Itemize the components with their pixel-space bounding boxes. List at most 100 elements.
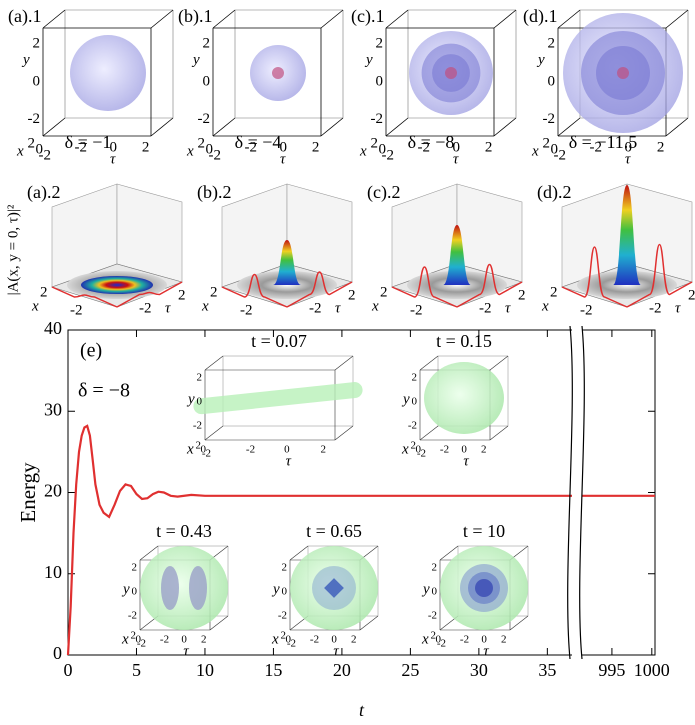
x-tick-label: 0 bbox=[64, 660, 73, 680]
x-tick-label: -2 bbox=[554, 147, 567, 163]
inset-title: t = 0.65 bbox=[306, 521, 362, 541]
y-tick-label: 0 bbox=[432, 586, 438, 598]
y-axis-label: Energy bbox=[16, 462, 40, 523]
peak bbox=[443, 225, 471, 285]
x-tick-label: 5 bbox=[132, 660, 141, 680]
y-tick-label: -2 bbox=[128, 610, 137, 622]
x-tick-label: -2 bbox=[580, 302, 593, 318]
tau-tick-label: -2 bbox=[479, 300, 492, 316]
soliton-cloud bbox=[424, 362, 504, 434]
x-tick-label: 2 bbox=[131, 630, 137, 642]
y-tick-label: 40 bbox=[44, 318, 62, 338]
x-tick-label: 0 bbox=[136, 634, 142, 646]
y-tick-label: 20 bbox=[44, 481, 62, 501]
tau-tick-label: -2 bbox=[310, 634, 319, 646]
x-axis-label: x bbox=[359, 143, 367, 159]
x-tick-label: 2 bbox=[28, 135, 36, 151]
y-tick-label: 2 bbox=[282, 562, 288, 574]
tau-tick-label: 2 bbox=[518, 287, 526, 303]
core bbox=[445, 67, 457, 79]
y-tick-label: 0 bbox=[376, 73, 384, 89]
frame-line bbox=[665, 117, 689, 137]
frame-line bbox=[150, 9, 174, 29]
delta-label: δ = −8 bbox=[408, 132, 455, 152]
y-tick-label: -2 bbox=[198, 111, 211, 127]
tau-tick-label: 2 bbox=[312, 139, 320, 155]
x-tick-label: 0 bbox=[206, 141, 214, 157]
y-axis-label: y bbox=[21, 52, 30, 68]
x-tick-label: -2 bbox=[382, 147, 395, 163]
frame-line bbox=[334, 425, 354, 441]
y-tick-label: 2 bbox=[132, 562, 138, 574]
tau-tick-label: 0 bbox=[461, 444, 467, 456]
tau-axis-label: τ bbox=[335, 300, 341, 316]
tau-tick-label: 0 bbox=[109, 139, 117, 155]
x-tick-label: 2 bbox=[371, 135, 379, 151]
x-tick-label: 2 bbox=[40, 284, 48, 300]
panel-label: (c).1 bbox=[351, 6, 384, 27]
tau-tick-label: 2 bbox=[501, 634, 507, 646]
tau-tick-label: -2 bbox=[139, 300, 152, 316]
x-tick-label: 25 bbox=[401, 660, 419, 680]
tau-axis-label: τ bbox=[675, 300, 681, 316]
tau-tick-label: 2 bbox=[485, 139, 493, 155]
panel-label: (d).1 bbox=[523, 6, 558, 27]
x-axis-label: x bbox=[186, 143, 194, 159]
soliton-cloud bbox=[140, 546, 228, 630]
frame-line bbox=[359, 615, 379, 631]
x-tick-label: 1000 bbox=[634, 660, 670, 680]
soliton-sphere bbox=[70, 35, 146, 111]
frame-line bbox=[204, 425, 224, 441]
x-tick-label: 2 bbox=[198, 135, 206, 151]
y-axis-label: y bbox=[421, 581, 430, 597]
peak bbox=[273, 240, 301, 285]
tau-axis-label: τ bbox=[183, 643, 189, 659]
y-tick-label: -2 bbox=[278, 610, 287, 622]
tau-tick-label: -2 bbox=[75, 139, 88, 155]
core bbox=[617, 67, 629, 79]
y-tick-label: 0 bbox=[282, 586, 288, 598]
y-tick-label: 2 bbox=[376, 36, 384, 52]
frame-line bbox=[489, 355, 509, 371]
delta-label: δ = −4 bbox=[235, 132, 282, 152]
panel-label: (d).2 bbox=[537, 182, 572, 203]
tau-tick-label: -2 bbox=[246, 444, 255, 456]
y-tick-label: 2 bbox=[432, 562, 438, 574]
axis-break-gap bbox=[572, 328, 582, 657]
panel-label: (b).2 bbox=[197, 182, 232, 203]
x-tick-label: -2 bbox=[202, 448, 211, 460]
tau-tick-label: -2 bbox=[649, 300, 662, 316]
frame-line bbox=[42, 117, 66, 137]
panel-label: (c).2 bbox=[367, 182, 400, 203]
tau-tick-label: -2 bbox=[309, 300, 322, 316]
y-axis-label: y bbox=[364, 52, 373, 68]
x-tick-label: 0 bbox=[379, 141, 387, 157]
tau-axis-label: τ bbox=[333, 643, 339, 659]
panel-label: (a).2 bbox=[27, 182, 60, 203]
y-tick-label: 2 bbox=[33, 36, 41, 52]
x-tick-label: -2 bbox=[137, 638, 146, 650]
x-tick-label: -2 bbox=[240, 302, 253, 318]
delta-label: δ = −11.5 bbox=[569, 132, 638, 152]
profile-axis-label: |A(x, y = 0, τ)|² bbox=[5, 204, 21, 295]
lobe bbox=[161, 566, 179, 610]
tau-axis-label: τ bbox=[110, 151, 116, 167]
frame-line bbox=[209, 615, 229, 631]
y-tick-label: 2 bbox=[548, 36, 556, 52]
x-tick-label: -2 bbox=[287, 638, 296, 650]
frame-line bbox=[289, 545, 309, 561]
x-tick-label: 2 bbox=[196, 440, 202, 452]
profile-curve bbox=[561, 246, 628, 308]
y-axis-label: y bbox=[121, 581, 130, 597]
tau-tick-label: 0 bbox=[452, 139, 460, 155]
profile-curve bbox=[626, 243, 693, 308]
x-axis-label: x bbox=[371, 298, 379, 314]
x-tick-label: 2 bbox=[380, 284, 388, 300]
tau-tick-label: 2 bbox=[178, 287, 186, 303]
x-tick-label: 30 bbox=[470, 660, 488, 680]
x-tick-label: 2 bbox=[281, 630, 287, 642]
x-tick-label: 995 bbox=[598, 660, 625, 680]
tau-tick-label: 0 bbox=[624, 139, 632, 155]
y-tick-label: -2 bbox=[543, 111, 556, 127]
